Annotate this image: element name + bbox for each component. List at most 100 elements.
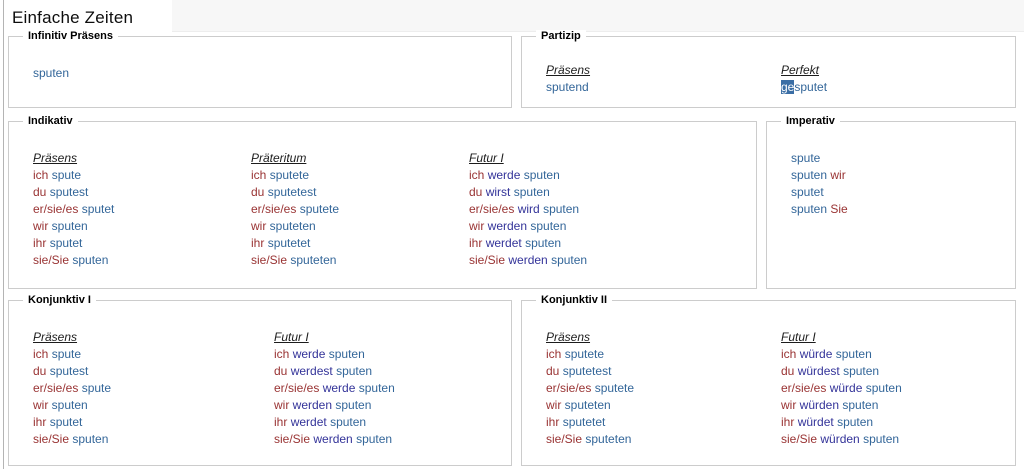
conjugation-row: du sputest (33, 363, 111, 380)
section-legend: Konjunktiv II (536, 294, 612, 306)
pronoun: du (251, 185, 265, 199)
pronoun: wir (830, 168, 846, 182)
verb-form: sputen (551, 253, 588, 267)
tense-header: Präsens (33, 330, 78, 344)
pronoun: ihr (469, 236, 483, 250)
pronoun: ihr (33, 236, 47, 250)
section-konjunktiv1: Konjunktiv I Präsens ich spute du sputes… (8, 294, 512, 466)
auxiliary-verb: würde (829, 381, 863, 395)
conjugation-row: sie/Sie werden sputen (469, 252, 587, 269)
verb-form: spute (51, 347, 82, 361)
conjugation-row: ich spute (33, 167, 114, 184)
conjugation-row: wir würden sputen (781, 397, 902, 414)
section-partizip: Partizip Präsens sputend Perfekt gespute… (521, 30, 1016, 108)
verb-form: sputen (842, 398, 879, 412)
pronoun: du (33, 364, 47, 378)
conjugation-row: wir werden sputen (274, 397, 395, 414)
verb-form: sputetet (267, 236, 311, 250)
conjugation-row: er/sie/es wird sputen (469, 201, 587, 218)
section-legend: Imperativ (781, 115, 840, 127)
conjugation-row: sie/Sie sputen (33, 431, 111, 448)
verb-form: sputen (51, 398, 88, 412)
conjugation-row: sie/Sie sputen (33, 252, 114, 269)
conjugation-row: er/sie/es sputete (546, 380, 634, 397)
verb-form: sputest (49, 185, 89, 199)
conjugation-row: ihr werdet sputen (274, 414, 395, 431)
verb-form: sputete (299, 202, 340, 216)
verb-form: sputen (72, 253, 109, 267)
pronoun: ich (546, 347, 562, 361)
pronoun: sie/Sie (274, 432, 311, 446)
conjugation-row: er/sie/es spute (33, 380, 111, 397)
pronoun: du (33, 185, 47, 199)
verb-form: sputen (72, 432, 109, 446)
verb-form: sputete (564, 347, 605, 361)
verb-form: sputeten (585, 432, 632, 446)
conjugation-row: ihr sputetet (251, 235, 339, 252)
konjunktiv2-praesens-column: Präsens ich sputete du sputetest er/sie/… (546, 329, 634, 448)
section-legend: Partizip (536, 30, 586, 42)
verb-form: sputen (791, 202, 828, 216)
verb-form: sputeten (290, 253, 337, 267)
verb-form: sputen (837, 415, 874, 429)
conjugation-row: ich sputete (546, 346, 634, 363)
section-konjunktiv2: Konjunktiv II Präsens ich sputete du spu… (521, 294, 1016, 466)
tense-header: Präsens (546, 63, 591, 77)
pronoun: ich (469, 168, 485, 182)
auxiliary-verb: werdet (485, 236, 522, 250)
conjugation-row: ihr sputet (33, 235, 114, 252)
section-legend: Infinitiv Präsens (23, 30, 118, 42)
conjugation-row: sie/Sie sputeten (251, 252, 339, 269)
partizip-praesens-column: Präsens sputend (546, 62, 590, 96)
pronoun: er/sie/es (546, 381, 592, 395)
pronoun: sie/Sie (469, 253, 506, 267)
pronoun: sie/Sie (781, 432, 818, 446)
conjugation-row: er/sie/es sputet (33, 201, 114, 218)
auxiliary-verb: würdest (797, 364, 840, 378)
section-legend: Indikativ (23, 115, 78, 127)
tense-header: Präteritum (251, 151, 307, 165)
conjugation-row: ich würde sputen (781, 346, 902, 363)
conjugation-row: sie/Sie werden sputen (274, 431, 395, 448)
pronoun: ich (274, 347, 290, 361)
pronoun: ihr (274, 415, 288, 429)
pronoun: du (546, 364, 560, 378)
tense-header: Futur I (274, 330, 309, 344)
auxiliary-verb: werden (292, 398, 333, 412)
verb-form: sputet (49, 415, 83, 429)
tense-header: Präsens (546, 330, 591, 344)
conjugation-row: er/sie/es würde sputen (781, 380, 902, 397)
verb-form: sputest (49, 364, 89, 378)
pronoun: sie/Sie (251, 253, 288, 267)
pronoun: ihr (251, 236, 265, 250)
verb-form: sputen (863, 432, 900, 446)
verb-form: sputen (530, 219, 567, 233)
pronoun: sie/Sie (546, 432, 583, 446)
auxiliary-verb: werde (292, 347, 326, 361)
verb-form: sputetest (267, 185, 317, 199)
pronoun: du (274, 364, 288, 378)
pronoun: er/sie/es (251, 202, 297, 216)
verb-form: sputen (525, 236, 562, 250)
verb-form: sputen (843, 364, 880, 378)
verb-form: sputete (594, 381, 635, 395)
verb-form: sputen (791, 168, 828, 182)
auxiliary-verb: werdet (290, 415, 327, 429)
auxiliary-verb: würden (799, 398, 840, 412)
auxiliary-verb: wird (517, 202, 540, 216)
conjugation-row: ihr sputetet (546, 414, 634, 431)
conjugation-row: du wirst sputen (469, 184, 587, 201)
pronoun: du (469, 185, 483, 199)
conjugation-row: wir sputen (33, 218, 114, 235)
conjugation-row: wir sputeten (251, 218, 339, 235)
conjugation-row: du sputetest (546, 363, 634, 380)
conjugation-row: wir sputen (33, 397, 111, 414)
pronoun: ich (33, 168, 49, 182)
section-indikativ: Indikativ Präsens ich spute du sputest e… (8, 115, 757, 289)
konjunktiv1-praesens-column: Präsens ich spute du sputest er/sie/es s… (33, 329, 111, 448)
pronoun: wir (33, 398, 49, 412)
verb-form: sputete (269, 168, 310, 182)
konjunktiv2-futur1-column: Futur I ich würde sputen du würdest sput… (781, 329, 902, 448)
auxiliary-verb: werden (508, 253, 548, 267)
verb-form: sputend (546, 80, 589, 94)
